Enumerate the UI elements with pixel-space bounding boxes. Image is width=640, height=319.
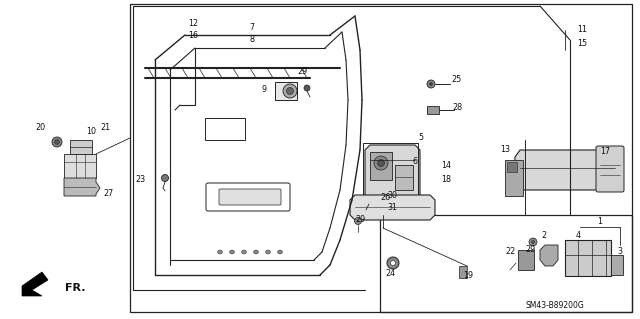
Bar [64, 154, 96, 178]
Bar [130, 4, 632, 312]
Text: 28: 28 [452, 103, 462, 113]
FancyBboxPatch shape [596, 146, 624, 192]
Bar [275, 82, 297, 100]
Text: 24: 24 [385, 269, 395, 278]
Text: 27: 27 [103, 189, 113, 197]
Bar [427, 106, 439, 114]
Polygon shape [515, 150, 620, 190]
Text: 13: 13 [500, 145, 510, 154]
Polygon shape [365, 145, 420, 205]
Text: 7: 7 [250, 24, 255, 33]
Polygon shape [64, 178, 100, 196]
Text: 22: 22 [505, 248, 515, 256]
Text: 17: 17 [600, 147, 610, 157]
Text: FR.: FR. [65, 283, 86, 293]
Text: 21: 21 [100, 123, 110, 132]
Text: 2: 2 [541, 232, 547, 241]
Ellipse shape [278, 250, 282, 254]
Ellipse shape [218, 250, 223, 254]
Ellipse shape [387, 257, 399, 269]
Ellipse shape [54, 139, 60, 145]
Ellipse shape [378, 160, 385, 167]
Text: SM43-B89200G: SM43-B89200G [525, 300, 584, 309]
Polygon shape [350, 195, 435, 220]
Text: 16: 16 [188, 32, 198, 41]
Bar [205, 118, 245, 140]
Bar [370, 152, 392, 180]
Text: 29: 29 [525, 246, 535, 255]
Text: 5: 5 [419, 133, 424, 143]
Ellipse shape [230, 250, 234, 254]
Bar [459, 266, 467, 278]
Text: 25: 25 [452, 76, 462, 85]
Ellipse shape [390, 261, 396, 265]
Ellipse shape [283, 84, 297, 98]
Text: 23: 23 [135, 175, 145, 184]
Text: 29: 29 [297, 68, 307, 77]
Text: 31: 31 [387, 203, 397, 211]
Ellipse shape [266, 250, 271, 254]
Text: 4: 4 [575, 232, 580, 241]
Text: 18: 18 [441, 175, 451, 184]
Bar [565, 240, 611, 276]
Polygon shape [540, 245, 558, 266]
Bar [70, 140, 92, 154]
Ellipse shape [429, 83, 433, 85]
Ellipse shape [287, 87, 294, 94]
Ellipse shape [241, 250, 246, 254]
Text: 11: 11 [577, 26, 587, 34]
Bar [380, 215, 632, 312]
Ellipse shape [427, 80, 435, 88]
Bar [518, 250, 534, 270]
Ellipse shape [161, 174, 168, 182]
FancyBboxPatch shape [219, 189, 281, 205]
Ellipse shape [355, 218, 362, 225]
Text: 6: 6 [413, 158, 417, 167]
Text: 9: 9 [261, 85, 267, 94]
Text: 1: 1 [598, 218, 602, 226]
Ellipse shape [253, 250, 259, 254]
Text: 30: 30 [387, 190, 397, 199]
Text: 8: 8 [250, 35, 255, 44]
Bar [611, 255, 623, 275]
Bar [505, 160, 523, 196]
Text: 15: 15 [577, 40, 587, 48]
Bar [507, 162, 517, 172]
Bar [395, 165, 413, 190]
Ellipse shape [531, 241, 534, 243]
Text: 29: 29 [355, 216, 365, 225]
Text: 3: 3 [618, 248, 623, 256]
Text: 14: 14 [441, 161, 451, 170]
Ellipse shape [529, 238, 537, 246]
Text: 12: 12 [188, 19, 198, 28]
Ellipse shape [374, 156, 388, 170]
Bar [363, 143, 418, 208]
Text: 19: 19 [463, 271, 473, 279]
Polygon shape [22, 272, 48, 296]
Ellipse shape [367, 196, 375, 204]
Ellipse shape [52, 137, 62, 147]
Text: 26: 26 [380, 194, 390, 203]
Text: 10: 10 [86, 128, 96, 137]
Ellipse shape [304, 85, 310, 91]
Text: 20: 20 [35, 123, 45, 132]
